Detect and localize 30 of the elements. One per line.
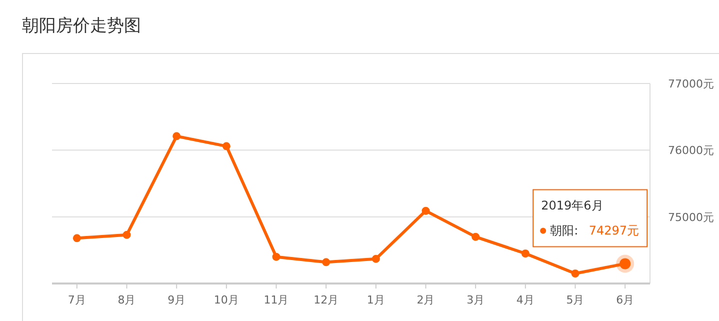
x-tick-label: 5月 <box>566 294 584 306</box>
x-tick-label: 9月 <box>168 294 186 306</box>
point <box>571 270 580 278</box>
point <box>322 258 330 266</box>
x-tick-label: 6月 <box>616 294 634 306</box>
data-label: 74297元 <box>588 224 640 238</box>
point <box>72 234 81 242</box>
y-tick-label: 76000元 <box>668 144 714 158</box>
x-tick-label: 11月 <box>264 294 289 306</box>
y-tick-label: 77000元 <box>668 78 714 90</box>
x-tick-label: 3月 <box>466 294 485 306</box>
x-tick-label: 8月 <box>118 294 136 306</box>
x-tick-label: 2月 <box>416 294 435 306</box>
x-tick-label: 12月 <box>314 294 339 306</box>
point <box>521 250 530 258</box>
point <box>222 142 230 150</box>
y-tick-label: 75000元 <box>668 210 714 224</box>
x-tick-label: 10月 <box>214 294 239 306</box>
point <box>372 254 380 263</box>
point <box>472 232 480 241</box>
point <box>122 230 131 239</box>
point <box>272 252 280 261</box>
x-tick-label: 4月 <box>516 294 534 306</box>
point <box>422 206 430 215</box>
x-tick-label: 1月 <box>366 294 385 306</box>
x-tick-label: 7月 <box>68 294 86 306</box>
legend-label: 朝阳: <box>550 224 578 238</box>
annotation: 2019年6月 <box>541 198 604 213</box>
point <box>172 132 181 140</box>
title: 朝阳房价走势图 <box>22 16 141 36</box>
